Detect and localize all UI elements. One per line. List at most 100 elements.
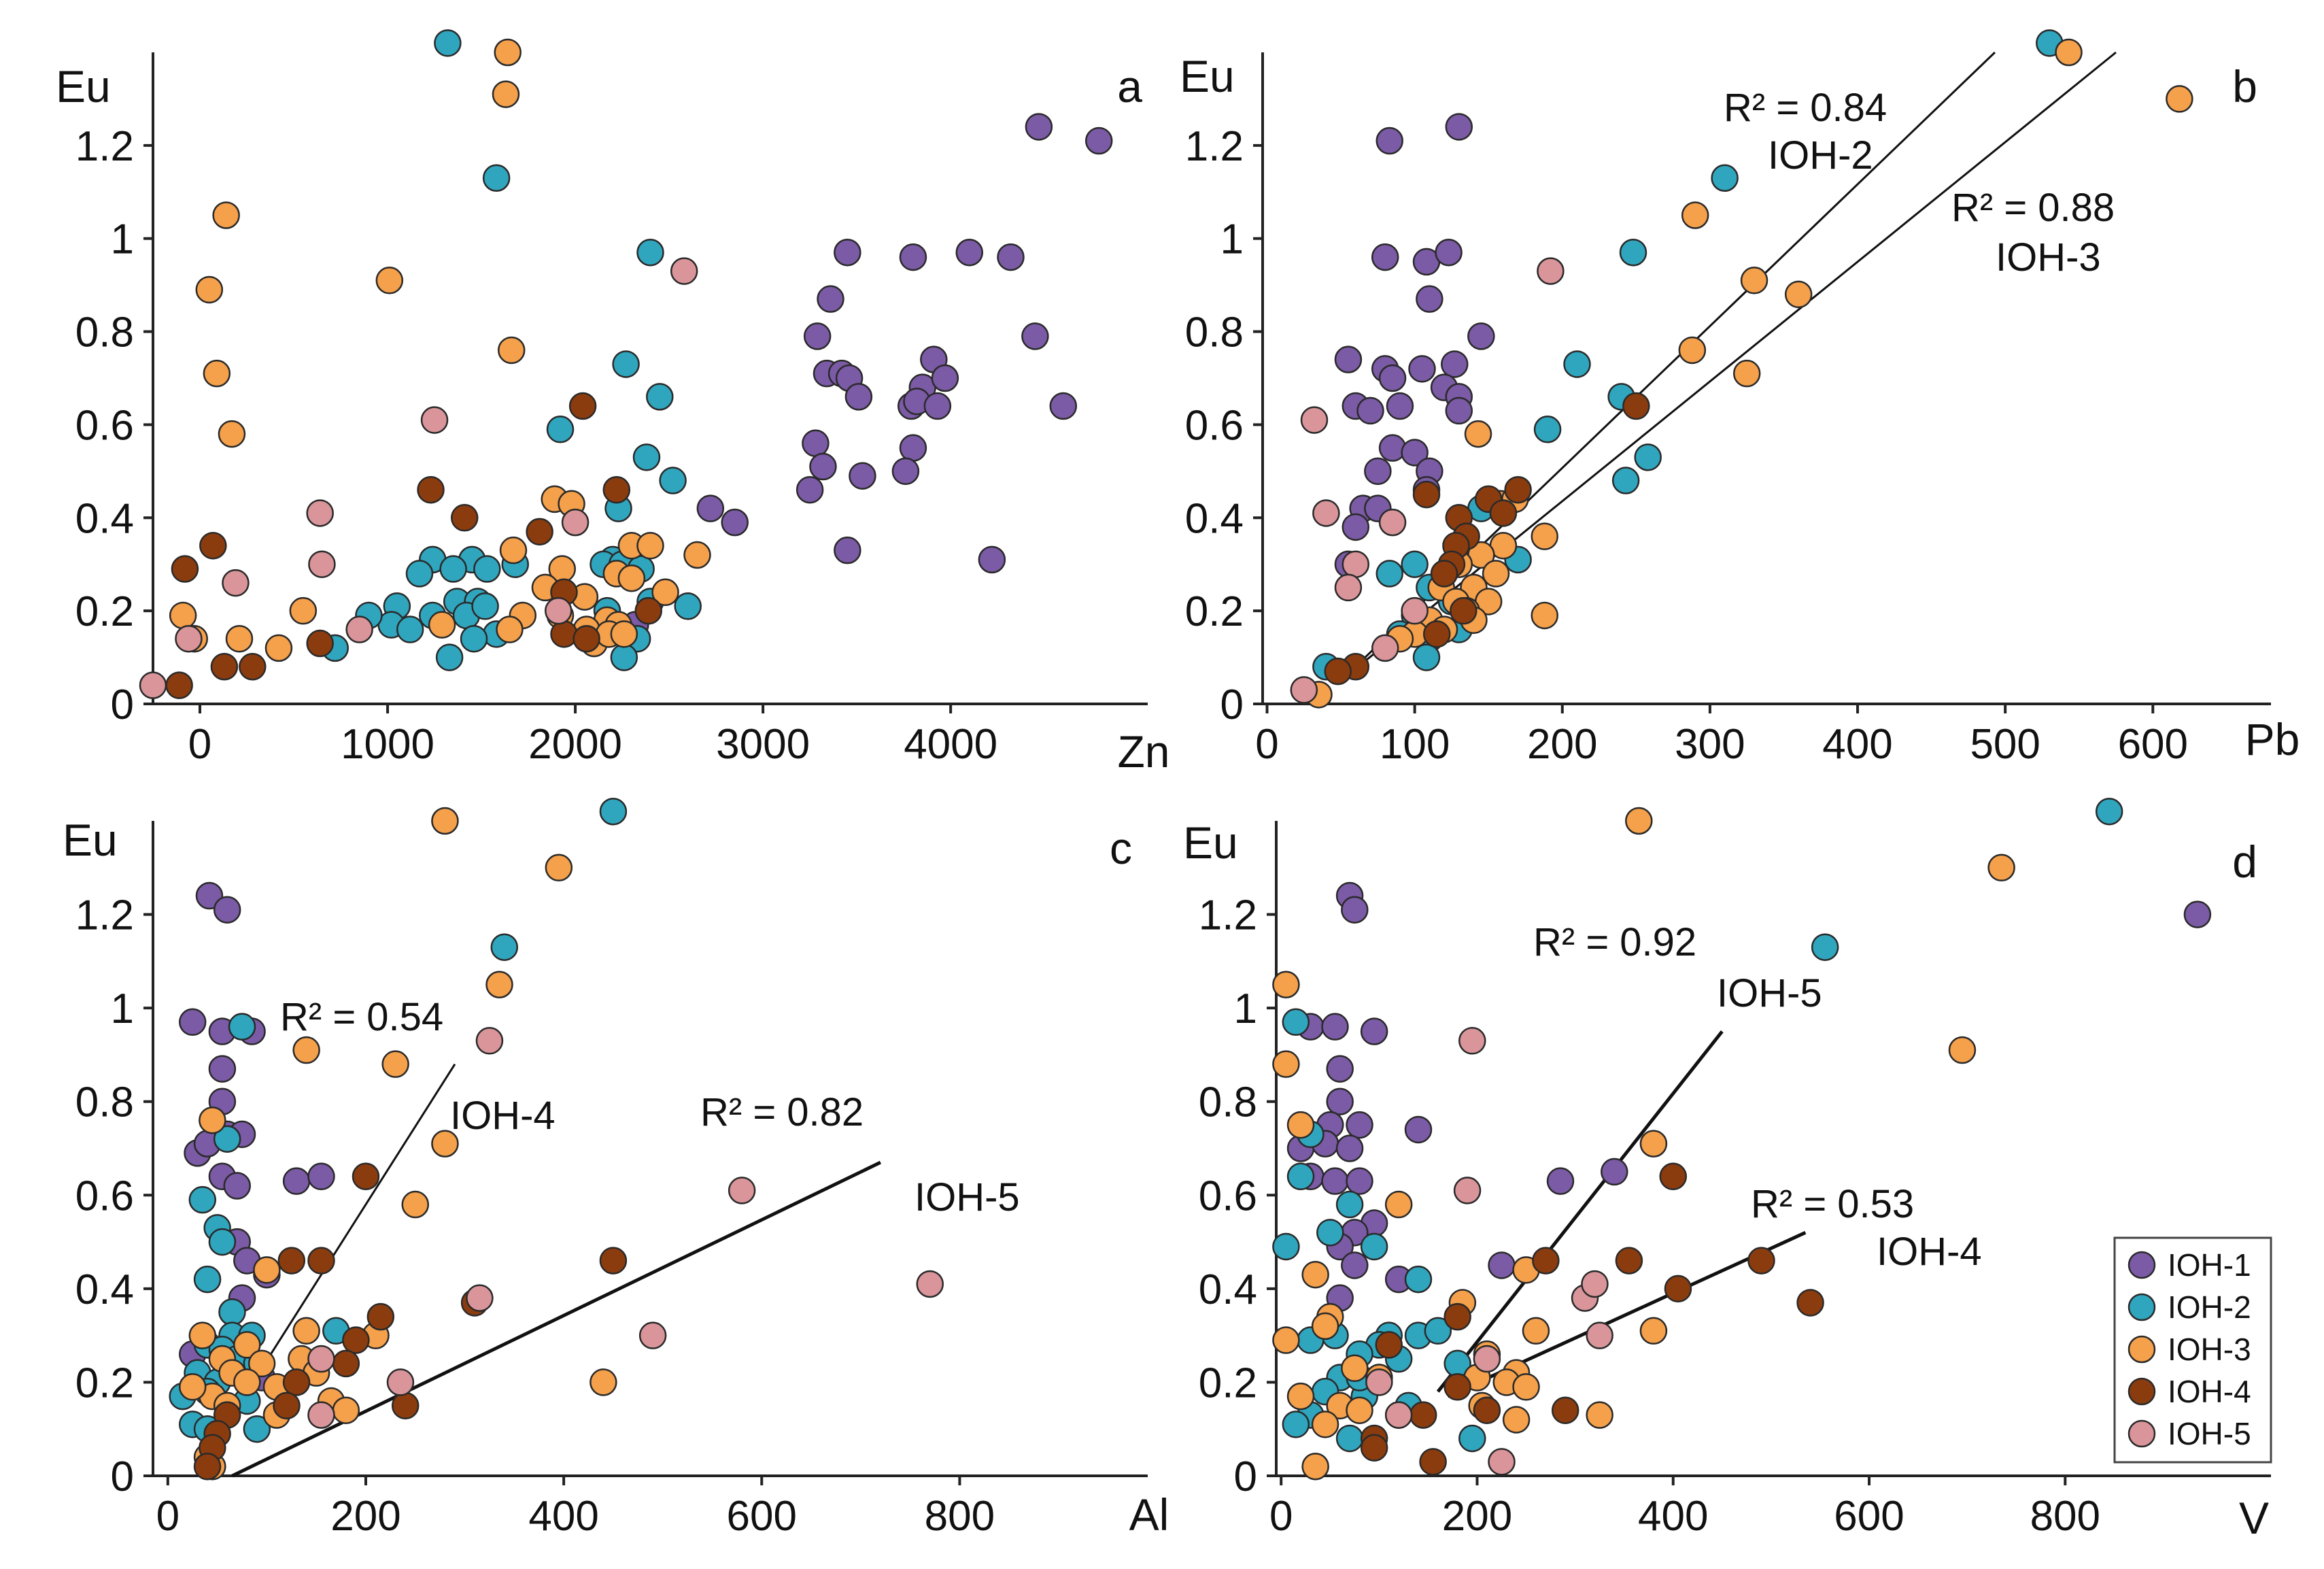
- point-ioh-1: [1321, 1167, 1349, 1195]
- point-ioh-2: [1611, 467, 1640, 494]
- point-ioh-4: [602, 475, 631, 504]
- point-ioh-3: [218, 420, 246, 448]
- y-tick-label: 0.8: [1185, 309, 1244, 356]
- point-ioh-4: [1443, 1373, 1471, 1401]
- x-axis-title: V: [2239, 1493, 2269, 1543]
- point-ioh-4: [239, 653, 267, 681]
- point-ioh-4: [352, 1162, 380, 1191]
- point-ioh-1: [1341, 1251, 1369, 1279]
- y-tick-label: 0.8: [75, 309, 134, 356]
- point-ioh-5: [1290, 676, 1318, 704]
- point-ioh-2: [434, 29, 462, 57]
- point-ioh-3: [1341, 1354, 1369, 1383]
- point-ioh-3: [178, 1373, 207, 1401]
- r-squared-label: R² = 0.53: [1751, 1182, 1914, 1226]
- data-points: [169, 797, 944, 1481]
- fit-group-label: IOH-5: [915, 1175, 1020, 1219]
- panel-a: 0 0.2 0.4 0.6 0.8 1 1.2 0 1000 2000 3000 4000 Zn Eu a: [56, 29, 1170, 777]
- point-ioh-4: [573, 624, 600, 653]
- point-ioh-5: [222, 569, 250, 597]
- point-ioh-3: [233, 1331, 261, 1359]
- point-ioh-1: [1435, 238, 1463, 267]
- point-ioh-4: [1659, 1162, 1688, 1191]
- point-ioh-3: [233, 1368, 261, 1396]
- point-ioh-3: [203, 359, 231, 388]
- point-ioh-5: [1488, 1448, 1516, 1476]
- x-tick-label: 500: [1970, 721, 2040, 768]
- x-axis-title: Al: [1129, 1489, 1169, 1540]
- x-axis-title: Pb: [2245, 714, 2300, 764]
- r-squared-label: R² = 0.54: [280, 995, 443, 1039]
- y-tick-label: 0.2: [1185, 588, 1244, 635]
- point-ioh-5: [1537, 257, 1565, 285]
- point-ioh-4: [165, 671, 193, 699]
- x-tick-label: 300: [1675, 721, 1745, 768]
- y-tick-label: 0: [111, 681, 134, 728]
- point-ioh-1: [223, 1172, 251, 1200]
- point-ioh-2: [188, 1185, 217, 1214]
- point-ioh-5: [1586, 1321, 1613, 1349]
- y-tick-label: 0.6: [75, 402, 134, 449]
- fit-group-label: IOH-4: [1877, 1230, 1982, 1274]
- point-ioh-1: [803, 322, 832, 350]
- point-ioh-2: [243, 1415, 271, 1443]
- point-ioh-4: [568, 392, 597, 420]
- point-ioh-3: [292, 1317, 320, 1345]
- point-ioh-3: [499, 536, 528, 564]
- point-ioh-1: [931, 364, 959, 392]
- point-ioh-1: [849, 462, 876, 490]
- point-ioh-2: [1401, 550, 1429, 578]
- point-ioh-5: [1384, 1401, 1413, 1429]
- legend-swatch-ioh-5: [2128, 1419, 2156, 1448]
- point-ioh-2: [228, 1013, 256, 1041]
- r-squared-label: R² = 0.92: [1533, 920, 1696, 964]
- point-ioh-3: [617, 564, 646, 592]
- point-ioh-4: [306, 629, 334, 658]
- point-ioh-1: [1445, 113, 1473, 141]
- point-ioh-3: [289, 596, 318, 625]
- point-ioh-1: [282, 1167, 311, 1195]
- point-ioh-1: [891, 457, 920, 486]
- point-ioh-3: [1464, 420, 1492, 448]
- point-ioh-1: [834, 238, 861, 267]
- point-ioh-3: [212, 201, 240, 229]
- point-ioh-3: [497, 336, 526, 365]
- legend-swatch-ioh-2: [2128, 1293, 2156, 1321]
- point-ioh-4: [1412, 480, 1441, 509]
- point-ioh-3: [264, 634, 293, 662]
- y-tick-label: 1.2: [75, 123, 134, 170]
- point-ioh-4: [599, 1247, 628, 1275]
- point-ioh-3: [1531, 522, 1558, 550]
- point-ioh-1: [2183, 900, 2212, 928]
- point-ioh-2: [2095, 797, 2123, 826]
- point-ioh-1: [178, 1008, 207, 1036]
- y-tick-label: 0: [111, 1453, 134, 1500]
- point-ioh-3: [431, 807, 459, 835]
- fit-line-ioh-5: [1436, 1030, 1724, 1393]
- point-ioh-1: [1416, 285, 1443, 313]
- point-ioh-1: [1334, 345, 1363, 373]
- x-tick-label: 400: [528, 1493, 598, 1540]
- point-ioh-1: [1326, 1055, 1354, 1083]
- point-ioh-1: [1546, 1167, 1575, 1195]
- point-ioh-3: [1301, 1452, 1329, 1481]
- point-ioh-2: [473, 555, 501, 583]
- y-tick-label: 0.2: [75, 1360, 134, 1406]
- point-ioh-1: [307, 1162, 335, 1191]
- point-ioh-3: [1678, 336, 1707, 365]
- point-ioh-3: [1784, 280, 1813, 309]
- point-ioh-3: [636, 532, 664, 560]
- point-ioh-1: [955, 238, 984, 267]
- point-ioh-3: [1948, 1036, 1977, 1064]
- point-ioh-4: [171, 555, 199, 583]
- point-ioh-2: [1619, 238, 1647, 267]
- y-tick-label: 0: [1220, 681, 1244, 728]
- point-ioh-3: [496, 615, 524, 643]
- r-squared-label: R² = 0.82: [700, 1090, 864, 1134]
- point-ioh-5: [1473, 1345, 1501, 1373]
- point-ioh-1: [1378, 364, 1407, 392]
- point-ioh-4: [550, 620, 578, 648]
- point-ioh-2: [1282, 1411, 1310, 1438]
- point-ioh-2: [471, 592, 499, 620]
- x-tick-label: 0: [1269, 1493, 1293, 1540]
